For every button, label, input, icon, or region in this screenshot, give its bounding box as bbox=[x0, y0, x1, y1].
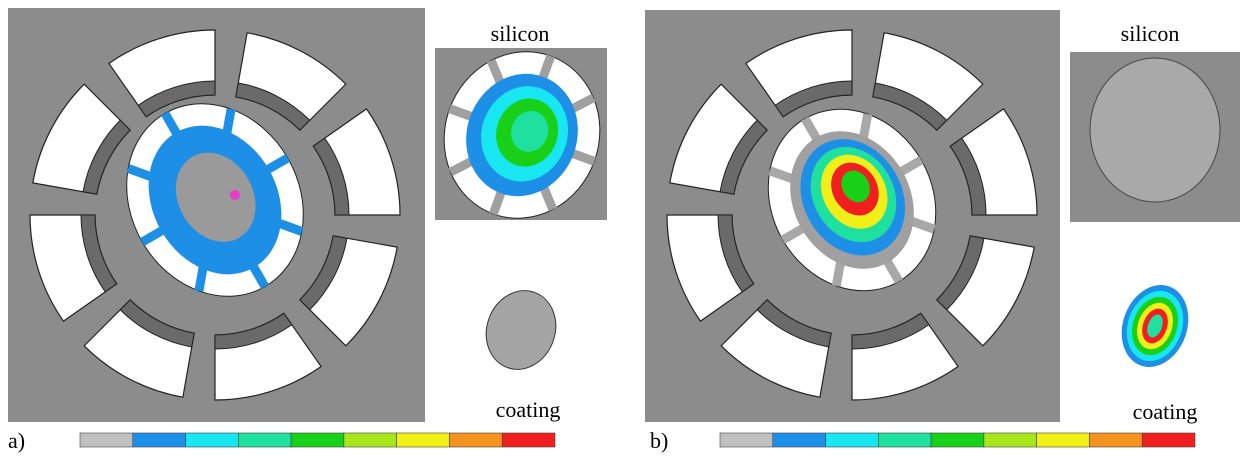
colorbar-segment bbox=[720, 433, 773, 447]
colorbar-segment bbox=[344, 433, 397, 447]
panel-tag: b) bbox=[650, 428, 668, 453]
colorbar-segment bbox=[502, 433, 555, 447]
colorbar-segment bbox=[238, 433, 291, 447]
coating-part bbox=[475, 281, 566, 379]
colorbar-segment bbox=[1037, 433, 1090, 447]
figure: silicon coating a) silicon coating b) bbox=[0, 0, 1244, 460]
colorbar-segment bbox=[186, 433, 239, 447]
inset-label: silicon bbox=[491, 21, 550, 46]
inset-label: silicon bbox=[1121, 21, 1180, 46]
colorbar-segment bbox=[291, 433, 344, 447]
colorbar-segment bbox=[1142, 433, 1195, 447]
part-label: coating bbox=[496, 397, 561, 422]
colorbar-segment bbox=[80, 433, 133, 447]
colorbar-segment bbox=[984, 433, 1037, 447]
colorbar-segment bbox=[878, 433, 931, 447]
colorbar-segment bbox=[931, 433, 984, 447]
peak bbox=[230, 190, 240, 200]
colorbar-segment bbox=[133, 433, 186, 447]
panel-tag: a) bbox=[8, 428, 25, 453]
colorbar-segment bbox=[397, 433, 450, 447]
part-label: coating bbox=[1133, 399, 1198, 424]
colorbar-segment bbox=[1089, 433, 1142, 447]
colorbar-segment bbox=[826, 433, 879, 447]
silicon-shell bbox=[1090, 58, 1220, 202]
colorbar-segment bbox=[449, 433, 502, 447]
colorbar-segment bbox=[773, 433, 826, 447]
